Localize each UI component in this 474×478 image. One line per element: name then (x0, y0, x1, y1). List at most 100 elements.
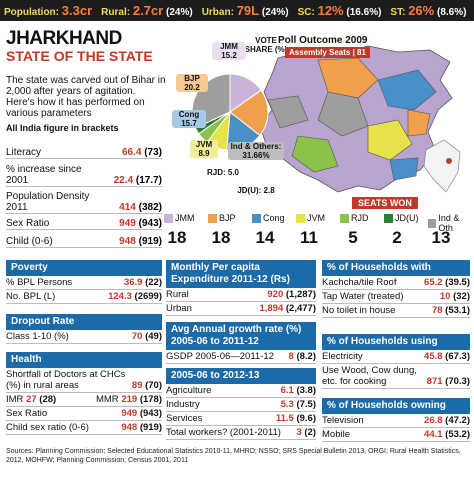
map-region-cong (377, 69, 437, 111)
row-state-value: 11.5 (275, 413, 294, 424)
stat-india-value: (943) (138, 218, 162, 229)
top-stats-bar: Population: 3.3cr Rural: 2.7cr (24%) Urb… (0, 0, 474, 21)
seats-party-label: JMM (164, 213, 195, 223)
households-owning-header: % of Households owning (322, 398, 470, 414)
party-color-swatch (164, 213, 173, 223)
data-row: Television 26.8 (47.2) (322, 414, 470, 428)
row-state-value: 8 (288, 351, 294, 362)
row-value: 44.1 (53.2) (424, 429, 470, 440)
pie-label-jvm: JVM 8.9 (190, 140, 218, 158)
stat-india-value: (73) (144, 147, 162, 158)
row-value: 6.1 (3.8) (281, 385, 316, 396)
data-row: Class 1-10 (%) 70 (49) (6, 330, 162, 344)
stat-row: Sex Ratio 949 (943) (6, 218, 162, 230)
seats-count: 2 (392, 228, 402, 247)
poverty-rows: % BPL Persons 36.9 (22) No. BPL (L) 124.3 (… (6, 276, 162, 304)
pie-label-rjd: RJD: 5.0 (206, 168, 239, 177)
row-label: Agriculture (166, 385, 212, 396)
row-value: 920 (1,287) (267, 289, 316, 300)
all-india-note: All India figure in brackets (6, 123, 119, 133)
seats-party-label: Ind & Oth (428, 213, 474, 233)
seats-count: 14 (255, 228, 275, 247)
party-color-swatch (296, 213, 305, 223)
health-row: Shortfall of Doctors at CHCs (%) in rura… (6, 369, 162, 393)
row-label: Kachcha/tile Roof (322, 277, 397, 288)
party-color-swatch (428, 218, 437, 228)
stat-label: Sex Ratio (6, 218, 50, 229)
seats-party-label: JD(U) (384, 213, 419, 223)
row-label: No. BPL (L) (6, 291, 56, 302)
data-row: Mobile 44.1 (53.2) (322, 428, 470, 442)
map-region-jvm (367, 119, 413, 161)
row-value: 78 (53.1) (432, 305, 470, 316)
row-india-value: (32) (453, 291, 470, 302)
pie-label-ind: Ind & Others: 31.66% (228, 142, 284, 160)
stat-india-value: (382) (138, 202, 162, 213)
data-row: Services 11.5 (9.6) (166, 412, 316, 426)
row-value: 36.9 (22) (124, 277, 162, 288)
party-color-swatch (384, 213, 393, 223)
poll-title: Poll Outcome 2009 (278, 35, 368, 46)
seats-party-label: Cong (252, 213, 285, 223)
party-name: JD(U) (395, 213, 419, 223)
row-india-value: (9.6) (296, 413, 316, 424)
row-state-value: 78 (431, 305, 443, 316)
seats-count: 18 (167, 228, 187, 247)
page-subtitle: STATE OF THE STATE (6, 48, 153, 64)
row-india-value: (2699) (134, 291, 162, 302)
seats-party-label: BJP (208, 213, 236, 223)
row-state-value: 871 (426, 376, 443, 387)
map-region-bjp (317, 57, 379, 99)
row-india-value: (8.2) (296, 351, 316, 362)
row-state-value: 6.1 (280, 385, 294, 396)
poverty-header: Poverty (6, 260, 162, 276)
row-state-value: 44.1 (424, 429, 443, 440)
stat-value: 22.4 (17.7) (114, 175, 162, 186)
row-label: Television (322, 415, 364, 426)
row-state-value: 45.8 (424, 351, 443, 362)
data-row: No. BPL (L) 124.3 (2699) (6, 290, 162, 304)
data-row: Urban 1,894 (2,477) (166, 302, 316, 316)
data-row: No toilet in house 78 (53.1) (322, 304, 470, 318)
data-row: Electricity 45.8 (67.3) (322, 350, 470, 364)
stat-row: Child (0-6) 948 (919) (6, 236, 162, 248)
data-row: Industry 5.3 (7.5) (166, 398, 316, 412)
stat-state-value: 22.4 (113, 175, 134, 186)
stat-label: Child (0-6) (6, 236, 53, 247)
households-with-panel: % of Households with Kachcha/tile Roof 65… (322, 260, 470, 318)
party-name: Ind & Oth (438, 213, 460, 233)
row-label: Urban (166, 303, 192, 314)
seats-party-label: JVM (296, 213, 325, 223)
stat-row: Literacy 66.4 (73) (6, 147, 162, 159)
stat-state-value: 414 (119, 202, 136, 213)
pie-label-jmm: JMM 15.2 (212, 42, 246, 60)
map-region-ind (317, 91, 369, 137)
row-india-value: (67.3) (445, 351, 470, 362)
row-state-value: 36.9 (123, 277, 143, 288)
health-row: Child sex ratio (0-6) 948 (919) (6, 422, 162, 435)
data-row: % BPL Persons 36.9 (22) (6, 276, 162, 290)
row-state-value: 5.3 (280, 399, 294, 410)
dropout-header: Dropout Rate (6, 314, 162, 330)
row-india-value: (39.5) (445, 277, 470, 288)
row-label: Rural (166, 289, 189, 300)
row-label: Tap Water (treated) (322, 291, 404, 302)
health-row: Sex Ratio 949 (943) (6, 408, 162, 421)
expenditure-header: Monthly Per capita Expenditure 2011-12 (… (166, 260, 316, 288)
households-using-panel: % of Households using Electricity 45.8 (6… (322, 334, 470, 389)
growth-rows: GSDP 2005-06—2011-12 8 (8.2) (166, 350, 316, 364)
row-value: 3 (2) (296, 427, 316, 438)
row-value: 65.2 (39.5) (424, 277, 470, 288)
pie-title: VOTE SHARE (%) (244, 36, 288, 54)
households-with-header: % of Households with (322, 260, 470, 276)
page-title: JHARKHAND (6, 28, 122, 49)
households-owning-rows: Television 26.8 (47.2) Mobile 44.1 (53.2) (322, 414, 470, 442)
row-india-value: (22) (145, 277, 162, 288)
row-value: 26.8 (47.2) (424, 415, 470, 426)
growth-header: Avg Annual growth rate (%) 2005-06 to 20… (166, 322, 316, 350)
stat-value: 949 (943) (119, 218, 162, 229)
stat-label: % increase since 2001 (6, 164, 82, 186)
sources-note: Sources: Planning Commission; Selected E… (6, 448, 461, 464)
data-row: Rural 920 (1,287) (166, 288, 316, 302)
row-label: Class 1-10 (%) (6, 331, 69, 342)
